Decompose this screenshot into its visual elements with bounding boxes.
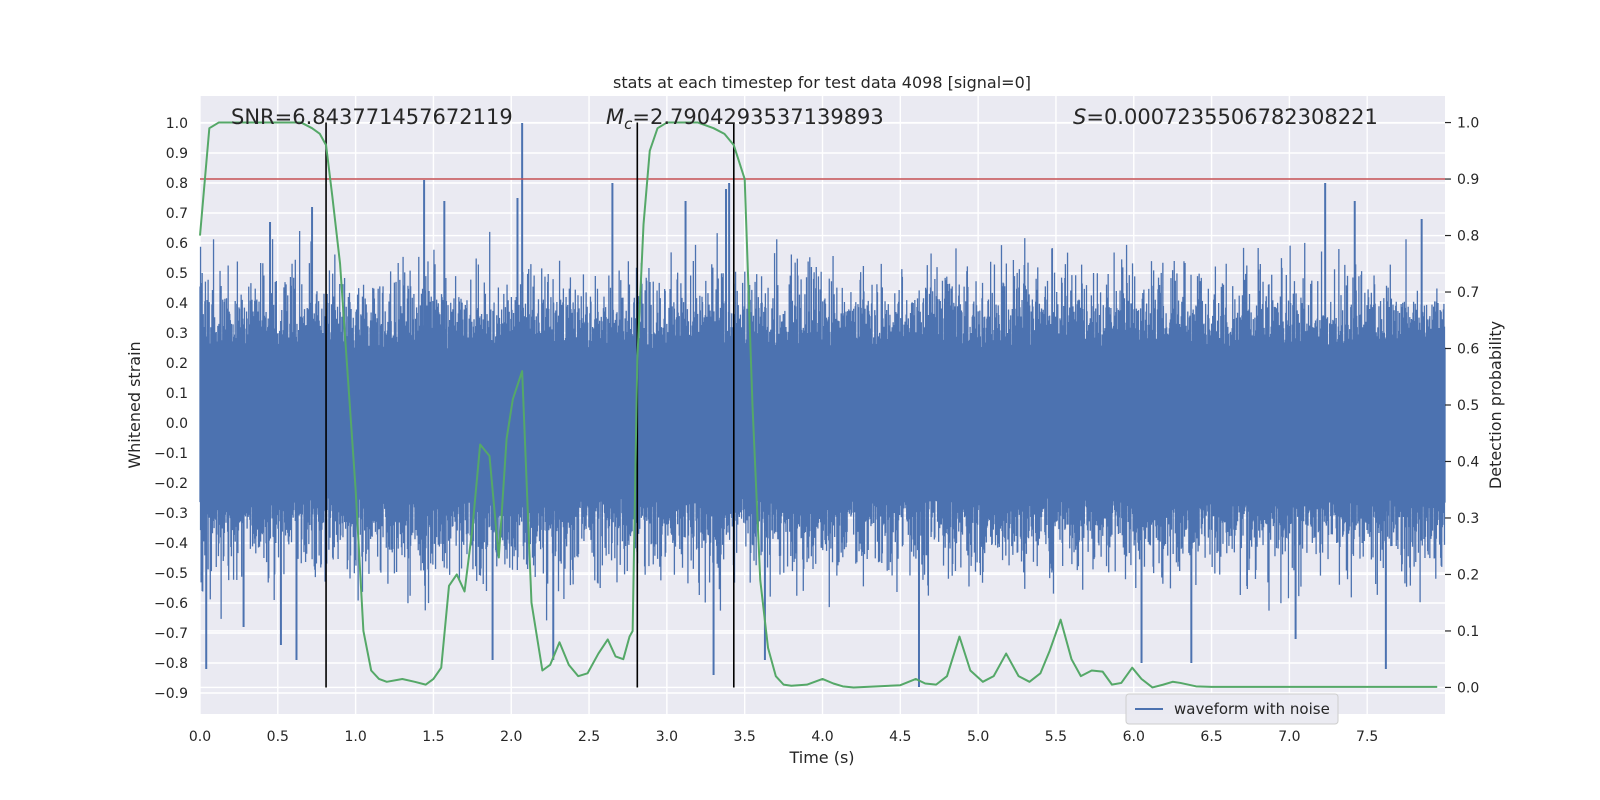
- series-waveform-with-noise: [199, 123, 1446, 687]
- y-left-tick-label: −0.8: [154, 656, 188, 672]
- x-tick-label: 7.5: [1356, 729, 1378, 745]
- y-left-tick-label: −0.7: [154, 626, 188, 642]
- x-tick-label: 4.5: [889, 729, 911, 745]
- y-right-tick-label: 0.9: [1457, 172, 1479, 188]
- y-right-tick-label: 1.0: [1457, 116, 1479, 132]
- x-axis-label: Time (s): [788, 748, 854, 767]
- y-left-tick-label: −0.1: [154, 446, 188, 462]
- s-annotation: S=0.0007235506782308221: [1073, 105, 1378, 129]
- y-left-tick-label: 0.4: [166, 296, 188, 312]
- x-tick-label: 5.0: [967, 729, 989, 745]
- probability-line: [199, 121, 1438, 689]
- y-right-tick-label: 0.1: [1457, 624, 1479, 640]
- y-left-tick-label: 0.0: [166, 416, 188, 432]
- x-tick-label: 6.5: [1200, 729, 1222, 745]
- y-left-tick-label: 0.7: [166, 206, 188, 222]
- y-left-tick-label: −0.6: [154, 596, 188, 612]
- x-tick-label: 4.0: [811, 729, 833, 745]
- y-right-tick-label: 0.3: [1457, 511, 1479, 527]
- x-tick-label: 2.5: [578, 729, 600, 745]
- y-right-tick-label: 0.8: [1457, 229, 1479, 245]
- snr-annotation: SNR=6.843771457672119: [231, 105, 513, 129]
- legend-label: waveform with noise: [1174, 700, 1330, 718]
- x-tick-label: 6.0: [1123, 729, 1145, 745]
- legend-box: [1125, 693, 1339, 725]
- y-left-tick-label: 0.6: [166, 236, 188, 252]
- legend: waveform with noise: [1125, 693, 1339, 725]
- y-left-tick-label: −0.3: [154, 506, 188, 522]
- y-left-tick-label: 1.0: [166, 116, 188, 132]
- y-left-tick-label: −0.4: [154, 536, 188, 552]
- y-left-tick-label: 0.1: [166, 386, 188, 402]
- y-right-tick-label: 0.7: [1457, 285, 1479, 301]
- y-axis-label-right: Detection probability: [1486, 321, 1505, 489]
- y-right-tick-label: 0.4: [1457, 454, 1479, 470]
- mc-subscript: c: [624, 115, 633, 133]
- series-detection-probability: [199, 121, 1438, 689]
- y-left-tick-label: 0.9: [166, 146, 188, 162]
- x-tick-label: 1.0: [344, 729, 366, 745]
- s-symbol: S: [1073, 105, 1086, 129]
- x-tick-label: 3.5: [734, 729, 756, 745]
- y-left-tick-label: 0.2: [166, 356, 188, 372]
- x-tick-label: 5.5: [1045, 729, 1067, 745]
- y-right-tick-label: 0.6: [1457, 342, 1479, 358]
- y-left-tick-label: −0.9: [154, 686, 188, 702]
- chart-title: stats at each timestep for test data 409…: [613, 73, 1031, 92]
- x-tick-label: 3.0: [656, 729, 678, 745]
- y-right-tick-label: 0.0: [1457, 680, 1479, 696]
- y-left-tick-label: −0.5: [154, 566, 188, 582]
- y-right-tick-label: 0.5: [1457, 398, 1479, 414]
- y-left-tick-label: 0.3: [166, 326, 188, 342]
- x-tick-label: 1.5: [422, 729, 444, 745]
- x-tick-label: 0.5: [267, 729, 289, 745]
- y-left-tick-label: 0.5: [166, 266, 188, 282]
- y-axis-label-left: Whitened strain: [125, 341, 144, 468]
- x-tick-label: 2.0: [500, 729, 522, 745]
- y-left-tick-label: −0.2: [154, 476, 188, 492]
- s-value: =0.0007235506782308221: [1086, 105, 1378, 129]
- y-left-tick-label: 0.8: [166, 176, 188, 192]
- mc-annotation: Mc=2.7904293537139893: [606, 105, 884, 133]
- y-right-tick-label: 0.2: [1457, 567, 1479, 583]
- axis-ticks: 0.0 0.5 1.0 1.5 2.0 2.5 3.0 3.5 4.0 4.5 5.0 5.5 6.0 6…: [154, 116, 1479, 745]
- mc-symbol: M: [606, 105, 624, 129]
- x-tick-label: 7.0: [1278, 729, 1300, 745]
- mc-value: =2.7904293537139893: [632, 105, 883, 129]
- x-tick-label: 0.0: [189, 729, 211, 745]
